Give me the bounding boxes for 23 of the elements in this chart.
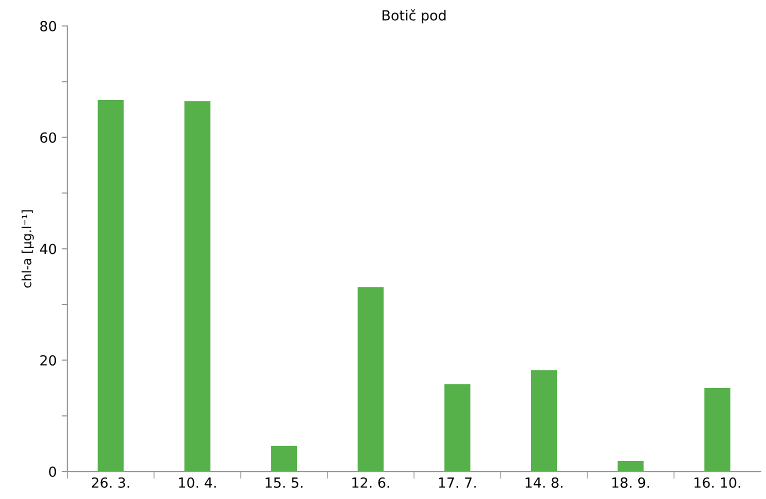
bar bbox=[704, 388, 730, 472]
y-axis-title: chl-a [μg.l⁻¹] bbox=[22, 210, 34, 288]
y-tick-label: 80 bbox=[40, 20, 56, 32]
bar bbox=[618, 460, 644, 472]
x-tick-label: 10. 4. bbox=[179, 477, 216, 488]
x-tick-label: 26. 3. bbox=[92, 477, 130, 488]
bar bbox=[271, 446, 298, 472]
bar bbox=[444, 384, 470, 472]
y-tick-label: 20 bbox=[40, 355, 56, 366]
y-tick-label: 60 bbox=[40, 132, 56, 143]
bar bbox=[98, 100, 124, 472]
x-tick-label: 17. 7. bbox=[439, 478, 476, 488]
chart-title: Botič pod bbox=[382, 9, 446, 24]
bar bbox=[358, 287, 384, 472]
y-tick-label: 0 bbox=[49, 466, 56, 478]
y-tick-label: 40 bbox=[40, 244, 56, 254]
x-tick-label: 12. 6. bbox=[352, 477, 390, 488]
x-tick-label: 15. 5. bbox=[266, 478, 302, 488]
x-tick-label: 16. 10. bbox=[694, 477, 740, 488]
bar bbox=[184, 101, 210, 472]
bar bbox=[531, 370, 557, 472]
x-tick-label: 14. 8. bbox=[526, 477, 562, 488]
x-tick-label: 18. 9. bbox=[612, 477, 650, 488]
